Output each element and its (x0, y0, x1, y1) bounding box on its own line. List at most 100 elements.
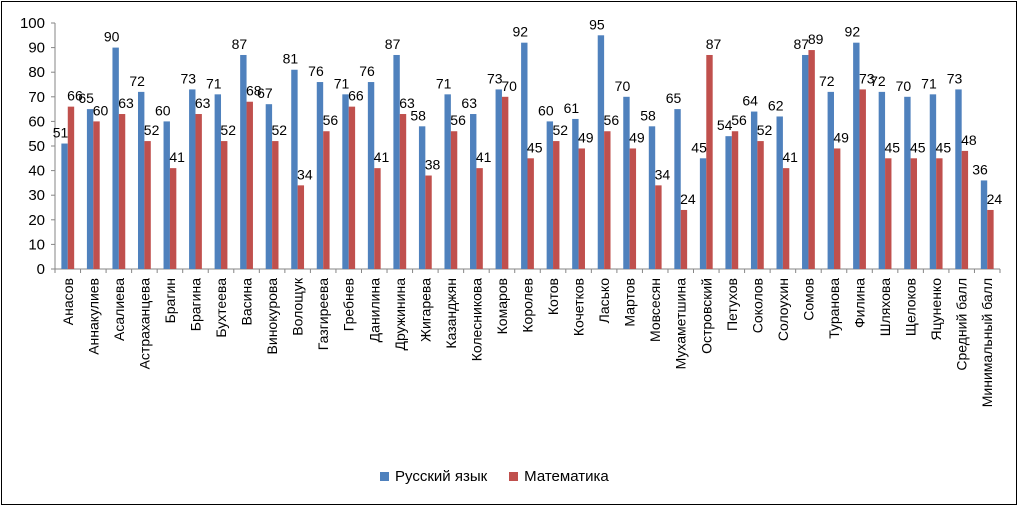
bar-series-1 (648, 126, 656, 269)
x-tick-label: Колесникова (468, 278, 484, 361)
data-label-series-1: 71 (334, 75, 350, 91)
data-label-series-2: 73 (859, 70, 875, 86)
data-label-series-2: 41 (476, 149, 492, 165)
x-tick-label: Туранова (826, 278, 842, 339)
bar-series-1 (86, 109, 94, 269)
bar-series-1 (546, 121, 554, 270)
x-tick-label: Кочетков (571, 278, 587, 336)
legend-label-series-2: Математика (524, 468, 609, 485)
bar-series-2 (527, 158, 534, 269)
bar-series-2 (399, 114, 407, 270)
bar-series-2 (706, 54, 713, 270)
y-tick-label: 50 (28, 138, 45, 155)
bar-series-1 (291, 69, 298, 270)
x-tick-label: Васина (239, 278, 255, 326)
data-label-series-2: 52 (220, 122, 236, 138)
data-label-series-2: 66 (348, 88, 364, 104)
data-label-series-2: 56 (450, 112, 466, 128)
bar-series-2 (859, 89, 866, 269)
bar-series-1 (980, 180, 988, 269)
y-tick-label: 60 (28, 113, 45, 130)
legend-item-series-2: Математика (509, 468, 609, 485)
data-label-series-1: 58 (640, 107, 656, 123)
legend-item-series-1: Русский язык (380, 468, 487, 485)
data-label-series-2: 52 (144, 122, 160, 138)
bar-series-1 (316, 82, 324, 269)
bar-series-1 (878, 91, 886, 269)
y-tick-label: 20 (28, 212, 45, 229)
data-label-series-2: 60 (93, 102, 109, 118)
x-tick-label: Островский (698, 278, 714, 354)
legend-swatch-series-1 (380, 472, 389, 481)
bar-series-2 (144, 141, 151, 269)
data-label-series-1: 92 (513, 24, 529, 40)
x-tick-label: Котов (545, 278, 561, 315)
bar-series-2 (118, 114, 126, 270)
bar-series-2 (578, 148, 585, 269)
y-tick-label: 80 (28, 64, 45, 81)
data-label-series-2: 45 (910, 139, 926, 155)
data-label-series-2: 52 (757, 122, 773, 138)
data-label-series-2: 34 (655, 166, 671, 182)
data-label-series-2: 89 (808, 31, 824, 47)
bar-series-2 (885, 158, 892, 269)
bar-series-1 (470, 114, 477, 270)
data-label-series-2: 56 (323, 112, 339, 128)
bar-series-2 (169, 168, 177, 269)
x-tick-label: Яцуненко (928, 278, 944, 341)
legend-label-series-1: Русский язык (395, 468, 488, 485)
x-tick-label: Асалиева (111, 278, 127, 341)
x-tick-label: Солоухин (775, 278, 791, 341)
data-label-series-1: 95 (589, 16, 605, 32)
x-tick-label: Комаров (494, 278, 510, 334)
bar-series-2 (221, 141, 228, 269)
chart-bars (61, 35, 994, 270)
x-tick-label: Аннакулиев (85, 278, 101, 355)
data-label-series-1: 76 (308, 63, 324, 79)
data-label-series-1: 61 (564, 100, 580, 116)
data-label-series-1: 87 (232, 36, 248, 52)
data-label-series-1: 90 (104, 29, 120, 45)
bar-series-1 (418, 126, 426, 269)
x-axis-tick-labels: Анасов Аннакулиев Асалиева Астраханцева Браг… (60, 277, 995, 407)
x-tick-label: Средний балл (954, 278, 970, 371)
bar-series-1 (214, 94, 222, 269)
data-label-series-1: 70 (896, 78, 912, 94)
data-label-series-2: 49 (578, 129, 594, 145)
bar-series-2 (629, 148, 637, 269)
data-label-series-2: 24 (680, 191, 696, 207)
data-label-series-2: 24 (987, 191, 1003, 207)
chart-data-labels: 5166656090637252604173637152876867528134… (53, 16, 1003, 207)
data-label-series-2: 63 (195, 95, 211, 111)
y-tick-label: 70 (28, 89, 45, 106)
bar-series-1 (163, 121, 170, 270)
data-label-series-2: 63 (399, 95, 415, 111)
data-label-series-1: 72 (819, 73, 835, 89)
data-label-series-1: 65 (666, 90, 682, 106)
x-tick-label: Жигарева (417, 278, 433, 342)
data-label-series-2: 45 (884, 139, 900, 155)
data-label-series-2: 41 (374, 149, 390, 165)
data-label-series-1: 73 (180, 70, 196, 86)
bar-series-2 (604, 131, 611, 269)
bar-series-1 (61, 143, 68, 269)
data-label-series-2: 49 (833, 129, 849, 145)
bar-series-1 (827, 91, 834, 269)
bar-series-1 (342, 94, 349, 269)
x-tick-label: Щелоков (903, 278, 919, 336)
x-tick-label: Филина (852, 278, 868, 328)
y-axis-tick-labels: 0 10 20 30 40 50 60 70 80 90 100 (20, 15, 45, 278)
bar-series-1 (802, 54, 809, 270)
data-label-series-1: 72 (870, 73, 886, 89)
data-label-series-1: 62 (768, 97, 784, 113)
data-label-series-1: 87 (793, 36, 809, 52)
bar-series-1 (623, 96, 630, 269)
data-label-series-1: 73 (487, 70, 503, 86)
bar-series-1 (904, 96, 911, 269)
bar-series-1 (393, 54, 400, 270)
data-label-series-1: 51 (53, 125, 69, 141)
bar-series-2 (961, 150, 969, 269)
bar-series-1 (674, 109, 681, 269)
data-label-series-2: 87 (706, 36, 722, 52)
bar-series-1 (853, 42, 860, 270)
